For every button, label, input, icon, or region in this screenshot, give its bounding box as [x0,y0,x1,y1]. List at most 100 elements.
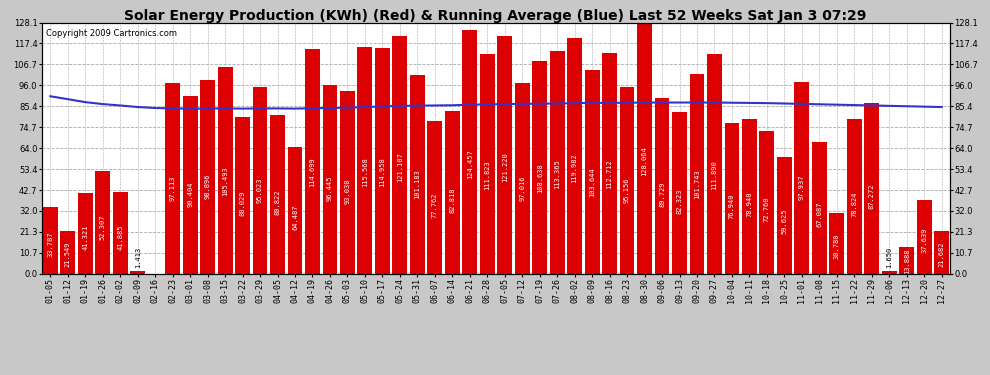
Text: 1.650: 1.650 [886,246,892,268]
Text: 95.023: 95.023 [257,177,263,203]
Text: 87.272: 87.272 [869,184,875,210]
Bar [445,111,459,274]
Text: 72.760: 72.760 [764,197,770,222]
Text: 78.940: 78.940 [746,191,752,217]
Bar [830,213,844,274]
Text: 67.087: 67.087 [817,202,823,227]
Bar [428,121,443,274]
Bar [165,83,180,274]
Bar [60,231,75,274]
Bar [113,192,128,274]
Bar [131,271,146,274]
Text: 37.639: 37.639 [921,228,928,253]
Text: 82.323: 82.323 [676,188,682,214]
Bar [742,119,756,274]
Bar [917,200,932,274]
Bar [183,96,198,274]
Bar [357,47,372,274]
Bar [375,48,390,274]
Bar [533,61,547,274]
Bar [480,54,495,274]
Text: 101.743: 101.743 [694,169,700,199]
Text: 93.030: 93.030 [345,179,350,204]
Bar [812,142,827,274]
Text: 108.638: 108.638 [537,163,543,193]
Bar [462,30,477,274]
Bar [78,193,93,274]
Bar [794,82,809,274]
Text: 80.029: 80.029 [240,190,246,216]
Bar [323,85,338,274]
Text: 121.107: 121.107 [397,152,403,182]
Bar [218,67,233,274]
Text: 13.888: 13.888 [904,249,910,274]
Bar [725,123,740,274]
Bar [287,147,302,274]
Text: 82.818: 82.818 [449,188,455,213]
Text: 80.822: 80.822 [274,190,280,215]
Bar [515,84,530,274]
Bar [777,157,792,274]
Bar [935,231,949,274]
Text: 21.549: 21.549 [64,242,71,267]
Bar [392,36,407,274]
Bar [672,112,687,274]
Bar [410,75,425,274]
Text: 90.404: 90.404 [187,181,193,207]
Bar [882,270,897,274]
Text: 97.113: 97.113 [169,175,175,201]
Bar [638,22,652,274]
Bar [602,53,617,274]
Text: 41.885: 41.885 [117,224,123,249]
Text: 98.896: 98.896 [205,174,211,199]
Bar [252,87,267,274]
Bar [567,38,582,274]
Text: 121.220: 121.220 [502,152,508,182]
Text: 119.982: 119.982 [571,153,577,183]
Bar [200,80,215,274]
Text: 78.824: 78.824 [851,191,857,217]
Text: 59.625: 59.625 [781,209,787,234]
Text: 112.712: 112.712 [607,159,613,189]
Bar [270,115,285,274]
Text: 89.729: 89.729 [659,182,665,207]
Text: 103.644: 103.644 [589,167,595,197]
Text: 96.445: 96.445 [327,176,333,201]
Bar [620,87,635,274]
Bar [690,74,705,274]
Text: Solar Energy Production (KWh) (Red) & Running Average (Blue) Last 52 Weeks Sat J: Solar Energy Production (KWh) (Red) & Ru… [124,9,866,23]
Text: 114.958: 114.958 [379,158,385,187]
Bar [759,131,774,274]
Bar [340,91,354,274]
Text: 41.321: 41.321 [82,225,88,250]
Text: 1.413: 1.413 [135,247,141,268]
Text: Copyright 2009 Cartronics.com: Copyright 2009 Cartronics.com [47,29,177,38]
Text: 111.823: 111.823 [484,160,490,190]
Bar [549,51,564,274]
Text: 95.156: 95.156 [624,177,630,203]
Text: 128.064: 128.064 [642,146,647,176]
Text: 76.940: 76.940 [729,193,735,219]
Text: 97.937: 97.937 [799,174,805,200]
Text: 114.699: 114.699 [310,158,316,188]
Bar [899,246,914,274]
Bar [305,49,320,274]
Bar [43,207,57,274]
Bar [585,70,600,274]
Bar [707,54,722,274]
Text: 52.307: 52.307 [100,215,106,240]
Text: 111.890: 111.890 [712,160,718,190]
Text: 101.183: 101.183 [415,170,421,200]
Bar [236,117,250,274]
Text: 77.762: 77.762 [432,192,438,218]
Bar [497,36,512,274]
Text: 64.487: 64.487 [292,204,298,230]
Text: 33.787: 33.787 [48,231,53,256]
Bar [654,98,669,274]
Bar [864,103,879,274]
Text: 113.365: 113.365 [554,159,560,189]
Bar [846,119,861,274]
Text: 124.457: 124.457 [466,149,473,179]
Text: 105.493: 105.493 [222,166,228,195]
Text: 97.016: 97.016 [519,176,526,201]
